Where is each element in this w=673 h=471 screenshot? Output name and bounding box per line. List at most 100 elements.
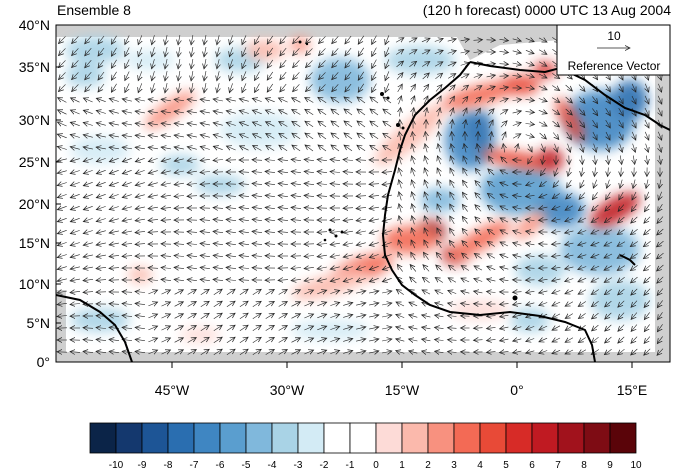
wind-vector [578,290,587,294]
longitude-label: 15°W [385,382,420,398]
longitude-label: 0° [510,382,523,398]
wind-vector [85,48,92,56]
wind-vector [344,109,353,116]
wind-vector [593,179,596,188]
wind-vector [552,73,559,78]
wind-vector [213,208,224,209]
wind-vector [152,71,155,81]
wind-vector [395,38,404,43]
wind-vector [125,35,130,45]
wind-vector [630,253,638,259]
wind-vector [619,191,623,200]
wind-vector [356,207,367,208]
wind-vector [70,304,81,305]
wind-vector [461,85,469,92]
wind-vector [513,195,522,196]
wind-vector [435,315,444,317]
wind-vector [477,144,479,153]
wind-vector [306,72,313,79]
reference-vector-value: 10 [607,29,621,43]
wind-vector [513,292,522,293]
wind-vector [383,97,392,104]
wind-vector [646,143,649,153]
wind-vector [278,219,289,220]
wind-vector [605,204,612,211]
wind-vector [122,158,132,161]
wind-vector [538,74,547,78]
wind-vector [187,171,197,173]
wind-vector [122,195,132,198]
wind-vector [369,291,379,293]
wind-vector [174,244,185,245]
wind-vector [487,316,496,317]
wind-vector [135,111,145,113]
wind-vector [148,302,157,306]
wind-vector [332,72,339,79]
wind-vector [161,326,171,330]
wind-vector [372,35,377,45]
wind-vector [644,300,651,308]
wind-vector [619,119,623,128]
wind-vector [565,84,573,91]
wind-vector [605,108,611,116]
wind-vector [161,195,171,197]
wind-vector [383,133,392,139]
wind-vector [565,279,574,282]
colorbar-swatch [167,422,195,454]
wind-vector [644,216,651,223]
wind-vector [437,180,441,189]
wind-vector [538,122,547,126]
wind-vector [553,180,560,188]
wind-vector [632,119,636,128]
wind-vector [135,158,145,161]
wind-vector [70,206,80,209]
wind-vector [191,83,193,93]
wind-vector [552,132,559,140]
wind-vector [305,121,314,128]
wind-vector [330,232,341,233]
wind-vector [96,243,106,245]
wind-vector-field [57,35,664,355]
wind-vector [658,204,663,212]
wind-vector [59,84,66,91]
wind-vector [423,252,429,260]
wind-vector [148,207,158,209]
wind-vector [148,135,158,137]
wind-vector [437,192,441,201]
wind-vector [356,231,366,233]
wind-vector [475,229,482,236]
wind-vector [398,252,402,261]
wind-vector [487,109,494,116]
wind-vector [226,267,237,268]
wind-vector [319,36,326,43]
wind-vector [463,168,468,177]
wind-vector [449,253,456,260]
wind-vector [226,146,236,150]
wind-vector [383,146,392,151]
wind-vector [450,156,453,165]
wind-vector [226,231,236,232]
wind-vector [279,122,288,127]
wind-vector [385,71,389,80]
longitude-axis: 45°W 30°W 15°W 0° 15°E [155,362,647,398]
wind-vector [382,315,392,317]
wind-vector [580,179,584,188]
wind-vector [70,135,80,138]
wind-vector [57,218,67,221]
wind-vector [138,71,142,80]
wind-vector [122,304,133,305]
wind-vector [135,303,146,304]
wind-vector [434,39,443,42]
wind-vector [122,327,133,328]
wind-vector [304,183,315,184]
wind-vector [604,277,612,283]
wind-vector [165,47,167,57]
wind-vector [57,147,67,150]
wind-vector [148,183,158,186]
wind-vector [411,240,415,249]
wind-vector [332,48,339,55]
wind-vector [552,97,560,103]
wind-vector [242,83,246,92]
wind-vector [265,325,275,331]
wind-vector [448,85,455,92]
